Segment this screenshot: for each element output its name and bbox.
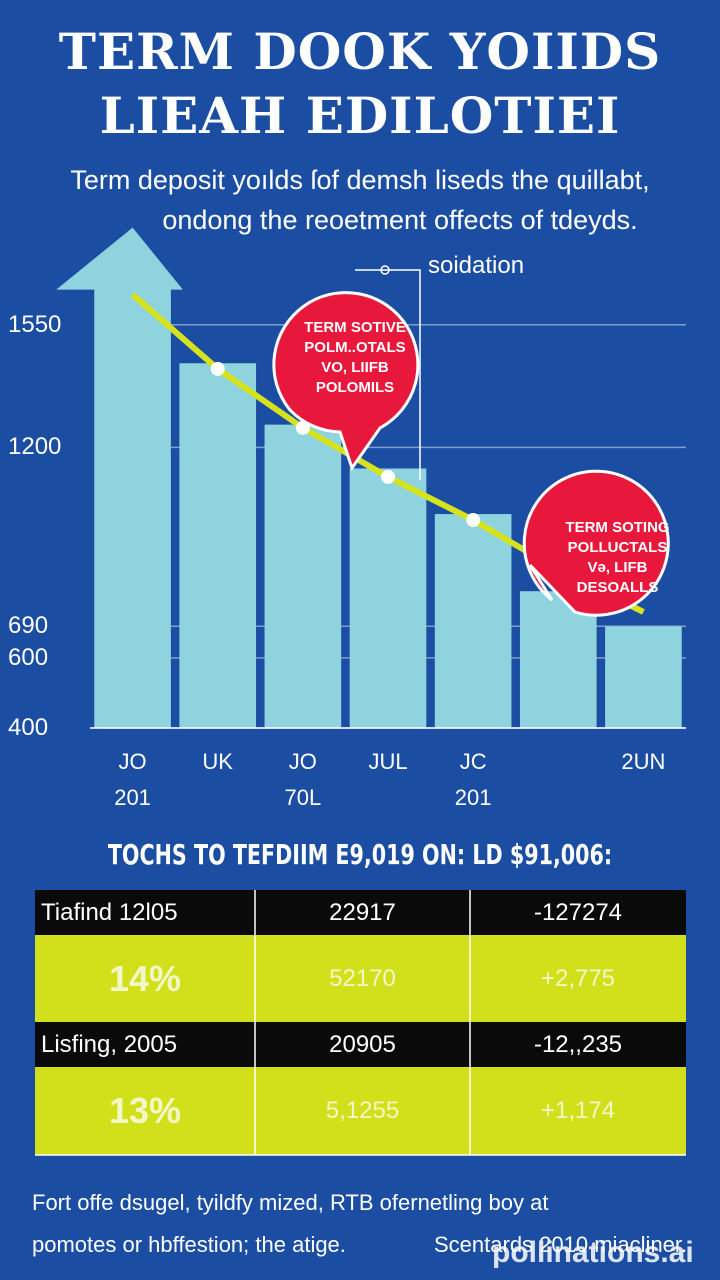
table-cell: Lisfing, 2005 [41,1030,178,1058]
y-tick-label: 1200 [8,433,62,461]
x-tick-label: JC 201 [454,749,492,810]
table-cell: 5,1255 [325,1097,400,1124]
x-tick-label: 2UN [621,749,666,774]
callout-text: TERM SOTING POLLUCTALS Və, LIFB DESOALLS [565,519,670,596]
title: TERM DOOK YOIIDS [58,22,662,81]
bar [179,363,257,728]
footer-text: pomotes or hbffestion; the atige. [32,1232,346,1257]
bar [605,626,682,728]
watermark: pollinations.ai [492,1236,694,1269]
line-point [381,469,395,484]
y-tick-label: 1550 [8,310,62,338]
table-header-row [35,890,686,935]
table-cell: 13% [108,1090,182,1131]
annotation: soidation [428,252,525,279]
x-tick-label: UK [202,749,233,774]
table-cell: +1,174 [540,1097,616,1124]
table-title: TOCHS TO TEFDIIM E9,019 ON: LD $91,006: [107,838,613,871]
arrow-bar [56,227,183,728]
table-cell: 20905 [329,1030,396,1058]
callout [522,469,670,617]
table-header-row [35,1022,686,1067]
table-row [35,1067,686,1155]
y-tick-label: 600 [8,643,49,671]
x-tick-label: JUL [368,749,408,774]
x-tick-label: JO 70L [284,749,322,810]
connector-dot [380,265,390,275]
table-cell: 14% [108,957,182,999]
line-point [466,513,481,528]
table-cell: 52170 [329,964,396,992]
bar [264,424,342,728]
line-point [210,361,225,376]
table-row [35,935,686,1022]
footer-text: Fort offe dsugel, tyildfy mized, RTB ofe… [32,1190,549,1215]
y-tick-label: 690 [8,612,49,640]
callout-text: TERM SOTIVE POLM..OTALS VO, LIIFB POLOMI… [304,319,406,396]
subtitle: Term deposit yoılds ſof demsh liseds the… [70,165,650,195]
callout [272,291,420,472]
bar [349,468,427,728]
table-cell: 22917 [329,898,396,926]
subtitle: ondong the reoetment offects of tdeyds. [162,205,638,235]
x-tick-label: JO 201 [114,749,151,810]
footer-credit: Scentards 2010 miacliner. [434,1232,688,1257]
table-cell: Tiafind 12l05 [41,898,178,926]
table-cell: -127274 [533,898,623,926]
table-cell: +2,775 [540,964,616,992]
connector [355,269,421,480]
bar [434,514,512,728]
table-cell: -12,,235 [533,1030,623,1058]
title: LIEAH EDILOTIEI [99,86,621,145]
y-tick-label: 400 [8,714,49,741]
